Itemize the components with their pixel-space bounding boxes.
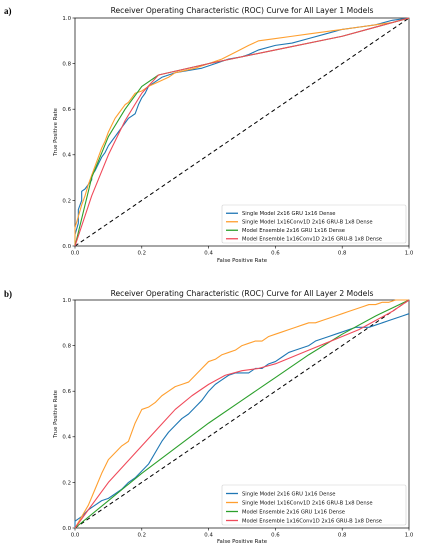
panel-b-label: b)	[4, 289, 12, 299]
panel-a-legend-box	[221, 204, 407, 244]
panel-b-title: Receiver Operating Characteristic (ROC) …	[111, 289, 374, 298]
panel-b-legend-entry: Model Ensemble 2x16 GRU 1x16 Dense	[242, 509, 345, 515]
panel-a-legend-entry: Single Model 1x16Conv1D 2x16 GRU-B 1x8 D…	[242, 220, 373, 226]
panel-a-x-tick-label: 0.8	[338, 251, 347, 257]
panel-a-x-tick-label: 0.2	[138, 251, 147, 257]
panel-a-x-tick-label: 0.0	[71, 251, 80, 257]
panel-b-y-tick-label: 0.8	[62, 344, 71, 350]
panel-b-legend-entry: Single Model 1x16Conv1D 2x16 GRU-B 1x8 D…	[242, 500, 373, 506]
panel-b-x-axis-label: False Positive Rate	[217, 539, 268, 545]
panel-b-axes-frame	[74, 299, 410, 529]
panel-b-series-line-4	[74, 299, 410, 529]
panel-b-y-axis-label: True Positive Rate	[53, 389, 59, 439]
panel-b-x-tick-label: 0.2	[138, 533, 147, 539]
panel-a-y-tick-label: 0.0	[62, 244, 71, 250]
panel-a-plot-area: 0.0 0.2 0.4 0.6 0.8 1.0 0.0 0.2 0.4 0.6 0.8 1.0 Sing…	[62, 16, 413, 257]
panel-b: b) Receiver Operating Characteristic (RO…	[4, 289, 414, 545]
panel-b-series-line-2	[74, 299, 409, 529]
panel-a-y-tick-label: 0.4	[62, 153, 71, 159]
panel-a-series-line-2	[74, 17, 410, 246]
panel-a-y-tick-label: 0.2	[62, 198, 71, 204]
panel-b-series-line-3	[74, 299, 410, 529]
panel-b-x-tick-label: 1.0	[405, 533, 414, 539]
panel-a-x-tick-label: 0.4	[204, 251, 213, 257]
panel-a-label: a)	[4, 6, 12, 16]
panel-a-legend-entry: Model Ensemble 2x16 GRU 1x16 Dense	[242, 228, 345, 234]
panel-a-x-tick-label: 0.6	[271, 251, 280, 257]
panel-b-y-tick-label: 0.6	[62, 389, 71, 395]
panel-b-chance-diagonal	[74, 299, 410, 529]
panel-a-title: Receiver Operating Characteristic (ROC) …	[111, 6, 374, 15]
panel-b-x-tick-label: 0.4	[204, 533, 213, 539]
panel-a-legend-entry: Model Ensemble 1x16Conv1D 2x16 GRU-B 1x8…	[242, 237, 382, 243]
panel-a: a) Receiver Operating Characteristic (RO…	[4, 6, 414, 264]
panel-b-plot-area: 0.0 0.2 0.4 0.6 0.8 1.0 0.0 0.2 0.4 0.6 0.8 1.0 Sing…	[62, 298, 413, 539]
panel-b-y-tick-label: 1.0	[62, 298, 71, 304]
panel-a-chance-diagonal	[74, 17, 410, 247]
panel-a-x-tick-label: 1.0	[405, 251, 414, 257]
panel-b-legend: Single Model 2x16 GRU 1x16 Dense Single M…	[221, 484, 407, 526]
panel-b-y-tick-label: 0.4	[62, 435, 71, 441]
panel-a-axes-frame	[74, 17, 410, 247]
panel-b-x-tick-label: 0.8	[338, 533, 347, 539]
panel-a-legend: Single Model 2x16 GRU 1x16 Dense Single M…	[221, 204, 407, 244]
panel-a-y-axis-label: True Positive Rate	[53, 107, 59, 157]
panel-b-legend-box	[221, 484, 407, 526]
panel-b-legend-entry: Model Ensemble 1x16Conv1D 2x16 GRU-B 1x8…	[242, 518, 382, 524]
panel-a-legend-entry: Single Model 2x16 GRU 1x16 Dense	[242, 211, 336, 217]
panel-b-x-tick-label: 0.6	[271, 533, 280, 539]
panel-b-y-tick-label: 0.0	[62, 526, 71, 532]
panel-a-x-axis-label: False Positive Rate	[217, 258, 268, 264]
panel-b-x-tick-label: 0.0	[71, 533, 80, 539]
panel-a-y-tick-label: 0.8	[62, 62, 71, 68]
panel-a-y-tick-label: 0.6	[62, 107, 71, 113]
panel-b-legend-entry: Single Model 2x16 GRU 1x16 Dense	[242, 491, 336, 497]
panel-a-series-line-4	[74, 17, 410, 247]
panel-a-y-tick-label: 1.0	[62, 16, 71, 22]
panel-b-y-tick-label: 0.2	[62, 480, 71, 486]
